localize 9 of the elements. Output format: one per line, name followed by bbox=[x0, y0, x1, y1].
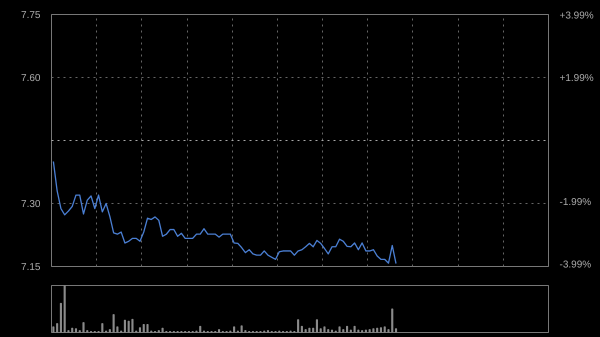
y2-tick-label: -3.99% bbox=[560, 260, 592, 271]
line-series bbox=[52, 160, 397, 264]
y2-tick-label: +3.99% bbox=[560, 10, 594, 22]
y2-tick-label: -1.99% bbox=[560, 197, 592, 208]
y-tick-label: 7.15 bbox=[21, 262, 41, 273]
y-tick-label: 7.60 bbox=[21, 73, 41, 84]
y-tick-label: 7.75 bbox=[21, 10, 41, 21]
y-tick-label: 7.30 bbox=[21, 199, 41, 210]
y2-tick-label: +1.99% bbox=[560, 72, 594, 84]
